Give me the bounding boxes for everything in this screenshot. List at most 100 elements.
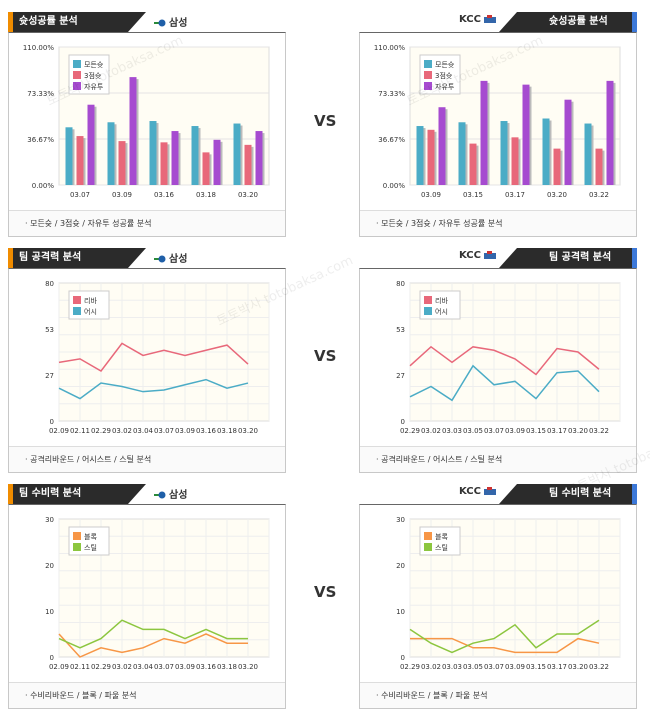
bar [118,141,126,185]
x-tick-label: 03.18 [217,663,237,671]
bar [469,143,477,185]
vs-label: VS [314,583,337,601]
x-tick-label: 02.11 [70,427,90,435]
series-line [409,345,600,376]
chart-box: 110.00% 73.33% 36.67% 0.00% 03.09 03.15 03.17 0… [359,32,637,237]
y-tick-label: 10 [396,608,405,616]
legend-label: 자유투 [84,82,104,91]
bar [584,123,592,185]
legend-label: 블록 [84,532,97,541]
x-tick-label: 03.15 [463,191,483,199]
y-tick-label: 53 [396,326,405,334]
team-logo-icon [154,491,166,499]
x-tick-label: 03.22 [589,663,609,671]
bar [427,129,435,185]
team-logo-icon [484,15,497,23]
x-tick-label: 03.05 [463,427,483,435]
x-tick-label: 03.17 [505,191,525,199]
x-tick-label: 03.07 [484,427,504,435]
bar [202,152,210,185]
legend-swatch [424,82,432,90]
series-line [58,342,249,372]
team-label: 삼성 [154,486,187,501]
bar [129,77,137,185]
bar [107,122,115,185]
y-tick-label: 30 [396,516,405,524]
x-tick-label: 03.20 [568,663,588,671]
x-tick-label: 03.16 [196,663,217,671]
x-tick-label: 03.07 [154,427,174,435]
x-tick-label: 03.18 [217,427,237,435]
y-tick-label: 73.33% [27,90,54,98]
legend-label: 블록 [435,532,448,541]
y-tick-label: 27 [45,372,54,380]
x-tick-label: 03.05 [463,663,483,671]
team-logo-icon [484,487,497,495]
bar [416,126,424,185]
panel-title: 팀 공격력 분석 [499,248,637,268]
team-label: KCC [459,14,499,25]
legend-label: 리바 [84,296,97,305]
y-tick-label: 27 [396,372,405,380]
legend-label: 리바 [435,296,448,305]
series-line [58,619,248,649]
x-tick-label: 03.03 [442,663,462,671]
team-logo-icon [154,255,166,263]
chart-box: 110.00% 73.33% 36.67% 0.00% 03.07 03.09 03.16 0… [8,32,286,237]
team-name: 삼성 [169,490,188,501]
panel-title: 팀 공격력 분석 [8,248,146,268]
bar [595,148,603,185]
y-tick-label: 110.00% [374,44,405,52]
x-tick-label: 03.07 [70,191,90,199]
y-tick-label: 73.33% [378,90,405,98]
x-tick-label: 03.15 [526,427,546,435]
x-tick-label: 03.04 [133,427,154,435]
x-tick-label: 03.02 [112,427,132,435]
y-tick-label: 0 [401,654,405,662]
chart-footer: · 모든슛 / 3점슛 / 자유투 성공률 분석 [360,210,636,236]
team-name: KCC [459,250,481,261]
bar [542,118,550,185]
chart: 110.00% 73.33% 36.67% 0.00% 03.07 03.09 03.16 0… [23,44,270,199]
y-tick-label: 0 [50,418,54,426]
legend-swatch [73,71,81,79]
y-tick-label: 0 [401,418,405,426]
legend-label: 모든슛 [84,61,104,69]
bar [511,137,519,185]
x-tick-label: 03.02 [421,663,441,671]
bar [458,122,466,185]
legend-swatch [424,532,432,540]
x-tick-label: 03.09 [175,663,195,671]
bar [87,104,95,185]
y-tick-label: 20 [45,562,54,570]
team-label: KCC [459,250,499,261]
y-tick-label: 53 [45,326,54,334]
bar [76,136,84,185]
x-tick-label: 02.29 [91,427,111,435]
x-tick-label: 03.20 [238,663,258,671]
bar [233,123,241,185]
series-line [58,378,249,400]
x-tick-label: 03.07 [154,663,174,671]
panel-header: 팀 수비력 분석 삼성 [8,482,286,504]
x-tick-label: 03.04 [133,663,154,671]
bar [606,80,614,185]
bar [213,139,221,185]
x-tick-label: 03.09 [505,427,525,435]
legend-swatch [73,307,81,315]
panel-header: 슛성공률 분석 삼성 [8,10,286,32]
x-tick-label: 03.22 [589,191,609,199]
legend-label: 모든슛 [435,61,455,69]
chart-footer: · 수비리바운드 / 블록 / 파울 분석 [9,682,285,708]
y-tick-label: 36.67% [27,136,54,144]
panel-header: 팀 공격력 분석 삼성 [8,246,286,268]
legend-label: 3점슛 [435,72,453,80]
y-tick-label: 0 [50,654,54,662]
series-line [410,637,600,654]
series-line [409,619,600,654]
